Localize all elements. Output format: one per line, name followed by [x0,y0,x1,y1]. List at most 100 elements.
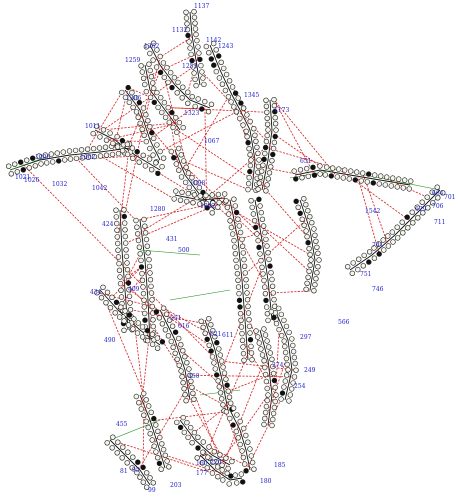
nucleotide [284,372,290,378]
nucleotide [227,415,233,422]
nucleotide [166,119,173,126]
nucleotide [248,198,254,204]
nucleotide [174,356,180,362]
base-pair-link [249,171,308,237]
nucleotide [30,155,36,161]
nucleotide [240,250,247,256]
nucleotide [189,93,195,100]
nucleotide [261,326,267,332]
nucleotide [271,139,278,146]
nucleotide [254,144,260,151]
nucleotide [84,146,91,152]
nucleotide [180,124,186,131]
nucleotide [235,277,241,283]
nucleotide [263,103,270,110]
nucleotide [190,64,196,70]
nucleotide [135,459,141,465]
nucleotide [73,155,80,162]
base-pair-link [254,220,310,272]
nucleotide [380,237,386,243]
nucleotide [60,149,66,155]
nucleotide [138,406,145,412]
nucleotide [307,252,313,258]
nucleotide [149,167,155,173]
nucleotide [162,452,169,458]
nucleotide [32,163,38,169]
nucleotide [313,276,319,282]
position-label: 424 [102,221,114,228]
nucleotide [287,392,293,398]
nucleotide [173,114,179,121]
nucleotide [264,397,270,404]
nucleotide [126,287,132,293]
nucleotide [270,145,277,152]
nucleotide [262,144,269,151]
nucleotide [138,264,145,270]
nucleotide [269,422,275,429]
position-label: 226 [210,459,222,466]
nucleotide [176,145,182,152]
nucleotide [130,155,136,162]
position-label: 409 [128,286,140,293]
nucleotide [303,286,309,292]
nucleotide [114,450,120,456]
nucleotide [169,323,176,329]
nucleotide [247,152,253,158]
nucleotide [157,434,163,441]
position-label: 1137 [194,3,209,10]
nucleotide [241,425,247,432]
nucleotide [189,440,195,446]
nucleotide [213,68,220,75]
nucleotide [245,439,251,445]
nucleotide [400,185,406,191]
nucleotide [166,317,173,323]
nucleotide [199,460,205,466]
nucleotide [125,280,132,286]
nucleotide [122,233,129,240]
nucleotide [399,219,405,225]
nucleotide [360,170,366,176]
nucleotide [159,339,166,345]
nucleotide [400,230,406,236]
position-label: 99 [148,487,156,494]
nucleotide [376,251,382,257]
nucleotide [232,472,239,478]
nucleotide [404,214,410,220]
position-label: 1243 [218,43,233,50]
nucleotide [303,228,309,234]
nucleotide [149,331,156,337]
nucleotide [271,102,278,109]
nucleotide [305,240,311,246]
nucleotide [313,238,319,245]
nucleotide [123,253,130,260]
nucleotide [182,354,188,360]
nucleotide [217,352,224,358]
nucleotide [146,263,153,270]
nucleotide [242,270,249,276]
nucleotide [283,323,290,330]
nucleotide [243,468,249,474]
base-pair-link [100,155,175,200]
nucleotide [256,157,262,163]
position-label: 1345 [244,92,259,99]
position-label: 254 [294,383,306,390]
nucleotide [240,344,246,350]
nucleotide [117,274,123,280]
nucleotide [197,56,203,63]
position-label: 249 [304,367,316,374]
nucleotide [198,62,204,69]
nucleotide [165,333,172,339]
nucleotide [193,82,199,89]
nucleotide [150,40,157,46]
nucleotide [143,236,150,243]
nucleotide [390,239,396,245]
nucleotide [385,233,391,239]
nucleotide [104,440,110,446]
nucleotide [311,172,318,178]
nucleotide [215,474,221,480]
position-label: 741 [372,242,383,249]
nucleotide [264,182,270,188]
nucleotide [235,95,241,101]
nucleotide [165,104,171,111]
nucleotide [143,138,150,145]
